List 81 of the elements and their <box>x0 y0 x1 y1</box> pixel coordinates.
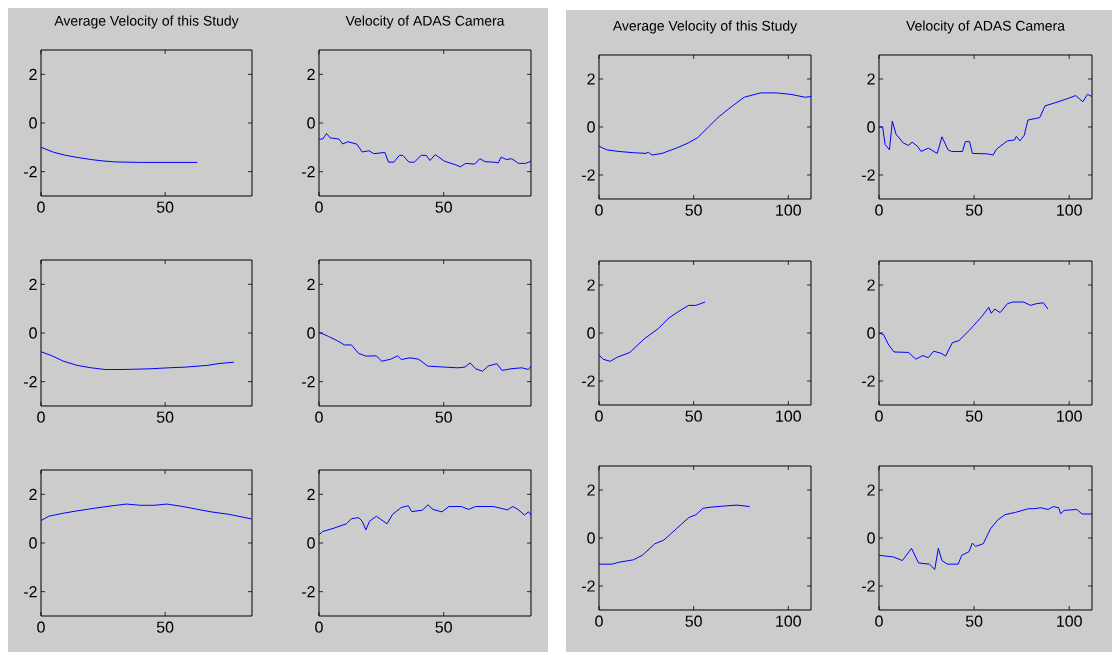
x-tick-label: 0 <box>875 615 883 627</box>
y-tick-label: 0 <box>29 327 37 339</box>
y-tick-label: -2 <box>302 586 315 598</box>
x-tick-label: 0 <box>595 615 603 627</box>
x-tick-label: 0 <box>875 204 883 216</box>
line-series <box>41 351 235 370</box>
x-tick-label: 0 <box>315 411 323 423</box>
line-series <box>319 132 531 168</box>
x-tick-label: 50 <box>685 204 702 216</box>
chart-title: Velocity of ADAS Camera <box>906 20 1065 34</box>
x-tick-label: 100 <box>1057 204 1082 216</box>
line-series <box>319 331 531 372</box>
y-tick-label: 0 <box>307 537 315 549</box>
y-tick-label: -2 <box>24 586 37 598</box>
y-tick-label: -2 <box>862 580 875 592</box>
x-tick-label: 0 <box>315 621 323 633</box>
x-tick-label: 0 <box>37 201 45 213</box>
y-tick-label: 2 <box>307 278 315 290</box>
x-tick-label: 100 <box>1057 615 1082 627</box>
line-series <box>879 301 1049 360</box>
y-tick-label: -2 <box>582 580 595 592</box>
y-tick-label: 2 <box>307 68 315 80</box>
x-tick-label: 100 <box>1057 410 1082 422</box>
y-tick-label: 0 <box>29 537 37 549</box>
chart-title: Average Velocity of this Study <box>54 15 239 29</box>
x-tick-label: 100 <box>776 204 801 216</box>
x-tick-label: 0 <box>875 410 883 422</box>
chart-title: Average Velocity of this Study <box>612 20 798 34</box>
line-series <box>599 92 812 156</box>
y-tick-label: 2 <box>867 279 875 291</box>
x-tick-label: 100 <box>776 410 801 422</box>
y-tick-label: 2 <box>307 488 315 500</box>
x-tick-label: 0 <box>37 621 45 633</box>
x-tick-label: 50 <box>435 621 452 633</box>
x-tick-label: 50 <box>435 201 452 213</box>
line-series <box>879 93 1093 156</box>
y-tick-label: 2 <box>867 484 875 496</box>
y-tick-label: -2 <box>862 375 875 387</box>
y-tick-label: 0 <box>307 117 315 129</box>
line-series <box>41 503 252 522</box>
y-tick-label: 2 <box>587 73 595 85</box>
line-series <box>319 504 531 536</box>
x-tick-label: 50 <box>965 410 983 422</box>
y-tick-label: 2 <box>587 279 595 291</box>
x-tick-label: 50 <box>435 411 452 423</box>
y-tick-label: 0 <box>867 327 875 339</box>
y-tick-label: 0 <box>867 532 875 544</box>
y-tick-label: 0 <box>29 117 37 129</box>
y-tick-label: 2 <box>29 68 37 80</box>
x-tick-label: 0 <box>595 410 603 422</box>
line-series <box>599 301 706 362</box>
y-tick-label: -2 <box>24 376 37 388</box>
x-tick-label: 50 <box>156 411 174 423</box>
x-tick-label: 0 <box>595 204 603 216</box>
y-tick-label: 0 <box>587 327 595 339</box>
y-tick-label: -2 <box>302 166 315 178</box>
x-tick-label: 50 <box>965 204 983 216</box>
line-series <box>599 504 751 565</box>
y-tick-label: 2 <box>867 73 875 85</box>
x-tick-label: 50 <box>156 201 174 213</box>
x-tick-label: 0 <box>315 201 323 213</box>
chart-title: Velocity of ADAS Camera <box>345 15 505 29</box>
x-tick-label: 50 <box>685 615 702 627</box>
y-tick-label: -2 <box>302 376 315 388</box>
y-tick-label: 0 <box>867 121 875 133</box>
x-tick-label: 50 <box>156 621 174 633</box>
x-tick-label: 50 <box>965 615 983 627</box>
y-tick-label: 0 <box>587 532 595 544</box>
y-tick-label: 0 <box>307 327 315 339</box>
y-tick-label: -2 <box>24 166 37 178</box>
y-tick-label: -2 <box>862 169 875 181</box>
y-tick-label: 2 <box>587 484 595 496</box>
x-tick-label: 50 <box>685 410 702 422</box>
x-tick-label: 100 <box>776 615 801 627</box>
y-tick-label: 2 <box>29 488 37 500</box>
y-tick-label: 0 <box>587 121 595 133</box>
y-tick-label: -2 <box>582 375 595 387</box>
y-tick-label: 2 <box>29 278 37 290</box>
x-tick-label: 0 <box>37 411 45 423</box>
line-series <box>879 506 1093 570</box>
y-tick-label: -2 <box>582 169 595 181</box>
